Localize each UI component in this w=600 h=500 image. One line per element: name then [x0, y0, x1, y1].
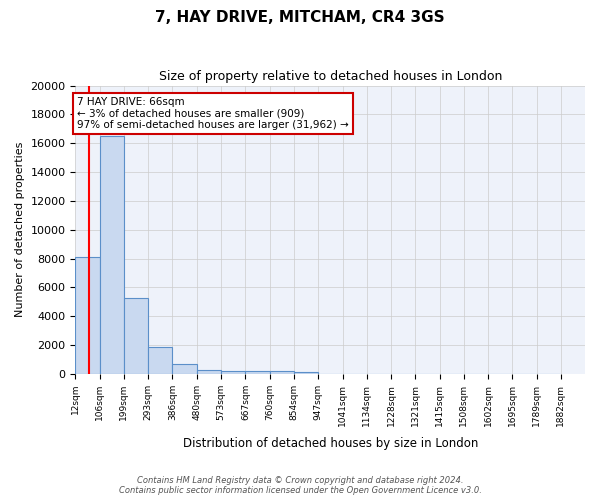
Bar [124, 298, 148, 374]
Bar [294, 372, 318, 374]
Bar [245, 372, 269, 374]
X-axis label: Distribution of detached houses by size in London: Distribution of detached houses by size … [182, 437, 478, 450]
Text: 7 HAY DRIVE: 66sqm
← 3% of detached houses are smaller (909)
97% of semi-detache: 7 HAY DRIVE: 66sqm ← 3% of detached hous… [77, 97, 349, 130]
Y-axis label: Number of detached properties: Number of detached properties [15, 142, 25, 318]
Bar [221, 370, 245, 374]
Text: Contains HM Land Registry data © Crown copyright and database right 2024.
Contai: Contains HM Land Registry data © Crown c… [119, 476, 481, 495]
Title: Size of property relative to detached houses in London: Size of property relative to detached ho… [158, 70, 502, 83]
Bar [172, 364, 197, 374]
Bar [76, 257, 100, 374]
Bar [269, 372, 294, 374]
Bar [197, 370, 221, 374]
Bar [100, 136, 124, 374]
Bar [148, 348, 172, 374]
Text: 7, HAY DRIVE, MITCHAM, CR4 3GS: 7, HAY DRIVE, MITCHAM, CR4 3GS [155, 10, 445, 25]
